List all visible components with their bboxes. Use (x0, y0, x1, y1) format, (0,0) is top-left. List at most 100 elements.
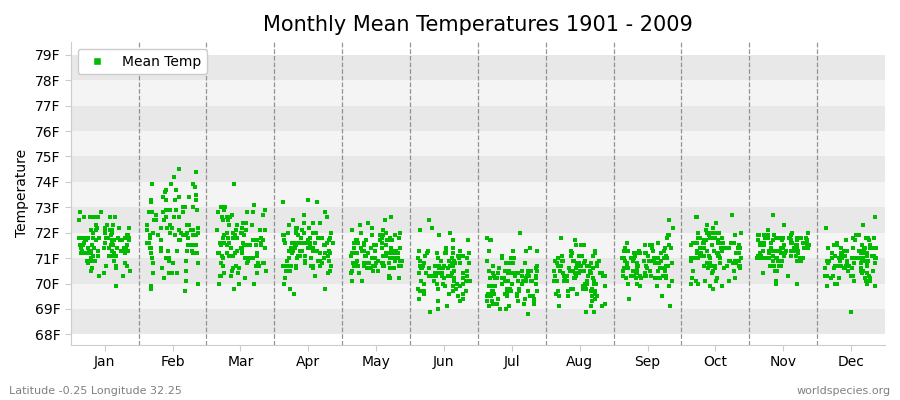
Point (756, 240, 770, 246)
Point (787, 247, 801, 254)
Point (516, 278, 530, 284)
Point (799, 245, 814, 251)
Point (583, 270, 598, 277)
Point (662, 217, 676, 223)
Point (289, 230, 303, 236)
Point (590, 280, 604, 287)
Point (500, 270, 515, 277)
Point (793, 255, 807, 261)
Point (868, 255, 883, 261)
Point (511, 278, 526, 284)
Point (847, 278, 861, 284)
Point (142, 235, 157, 241)
Point (689, 247, 704, 254)
Point (499, 306, 513, 312)
Point (236, 240, 250, 246)
Point (790, 245, 805, 251)
Point (107, 214, 122, 221)
Point (371, 258, 385, 264)
Point (104, 242, 119, 249)
Point (659, 273, 673, 279)
Point (777, 252, 791, 259)
Point (500, 260, 514, 266)
Point (639, 262, 653, 269)
Point (289, 262, 303, 269)
Point (242, 242, 256, 249)
Point (224, 273, 238, 279)
Point (855, 250, 869, 256)
Point (577, 268, 591, 274)
Point (231, 265, 246, 272)
Point (827, 280, 842, 287)
Point (423, 273, 437, 279)
Point (154, 245, 168, 251)
Point (184, 227, 198, 234)
Point (445, 270, 459, 277)
Point (704, 230, 718, 236)
Point (794, 235, 808, 241)
Point (649, 275, 663, 282)
Point (109, 252, 123, 259)
Point (145, 255, 159, 261)
Point (324, 230, 338, 236)
Point (105, 252, 120, 259)
Point (237, 219, 251, 226)
Point (166, 260, 180, 266)
Point (392, 250, 406, 256)
Point (351, 240, 365, 246)
Point (698, 245, 712, 251)
Point (630, 280, 644, 287)
Point (107, 237, 122, 244)
Point (552, 293, 566, 300)
Point (725, 212, 740, 218)
Point (565, 250, 580, 256)
Point (847, 260, 861, 266)
Point (698, 237, 713, 244)
Point (486, 283, 500, 289)
Point (832, 275, 847, 282)
Point (379, 250, 393, 256)
Point (488, 275, 502, 282)
Point (109, 265, 123, 272)
Point (451, 252, 465, 259)
Point (80, 250, 94, 256)
Point (708, 278, 723, 284)
Point (251, 260, 266, 266)
Point (158, 186, 173, 193)
Point (633, 283, 647, 289)
Point (180, 247, 194, 254)
Point (665, 278, 680, 284)
Point (519, 247, 534, 254)
Point (504, 255, 518, 261)
Point (191, 230, 205, 236)
Point (512, 286, 526, 292)
Point (214, 252, 229, 259)
Point (286, 217, 301, 223)
Point (860, 258, 875, 264)
Point (421, 265, 436, 272)
Bar (71, 233, 885, 258)
Point (734, 255, 748, 261)
Point (306, 219, 320, 226)
Point (276, 262, 291, 269)
Point (388, 255, 402, 261)
Point (310, 199, 324, 206)
Point (357, 262, 372, 269)
Point (190, 250, 204, 256)
Point (346, 245, 361, 251)
Point (225, 268, 239, 274)
Point (783, 232, 797, 238)
Point (519, 273, 534, 279)
Point (214, 252, 229, 259)
Point (752, 232, 766, 238)
Point (781, 235, 796, 241)
Point (714, 240, 728, 246)
Point (844, 265, 859, 272)
Point (794, 258, 808, 264)
Point (660, 255, 674, 261)
Point (573, 262, 588, 269)
Point (371, 268, 385, 274)
Point (369, 242, 383, 249)
Text: worldspecies.org: worldspecies.org (796, 386, 891, 396)
Point (855, 270, 869, 277)
